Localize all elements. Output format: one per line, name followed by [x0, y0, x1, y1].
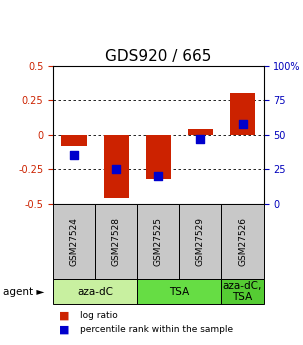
Bar — [179, 204, 221, 279]
Bar — [221, 204, 264, 279]
Bar — [62, 135, 87, 146]
Point — [72, 152, 76, 158]
Text: GSM27526: GSM27526 — [238, 217, 247, 266]
Text: TSA: TSA — [169, 287, 189, 296]
Bar — [146, 135, 171, 179]
Title: GDS920 / 665: GDS920 / 665 — [105, 49, 211, 65]
Text: aza-dC: aza-dC — [77, 287, 113, 296]
Text: percentile rank within the sample: percentile rank within the sample — [80, 325, 233, 334]
Point — [114, 166, 118, 172]
Text: GSM27529: GSM27529 — [196, 217, 205, 266]
Text: log ratio: log ratio — [80, 311, 118, 320]
Bar — [230, 93, 255, 135]
Point — [240, 121, 245, 126]
Bar — [53, 279, 137, 304]
Bar — [104, 135, 129, 198]
Bar — [221, 279, 264, 304]
Point — [156, 173, 161, 179]
Bar — [137, 204, 179, 279]
Text: GSM27524: GSM27524 — [70, 217, 78, 266]
Point — [198, 136, 203, 141]
Bar — [53, 204, 95, 279]
Bar — [137, 279, 221, 304]
Text: GSM27525: GSM27525 — [154, 217, 163, 266]
Text: aza-dC,
TSA: aza-dC, TSA — [223, 281, 262, 302]
Bar — [95, 204, 137, 279]
Text: ■: ■ — [59, 324, 70, 334]
Text: GSM27528: GSM27528 — [112, 217, 121, 266]
Text: agent ►: agent ► — [3, 287, 45, 296]
Text: ■: ■ — [59, 311, 70, 321]
Bar — [188, 129, 213, 135]
